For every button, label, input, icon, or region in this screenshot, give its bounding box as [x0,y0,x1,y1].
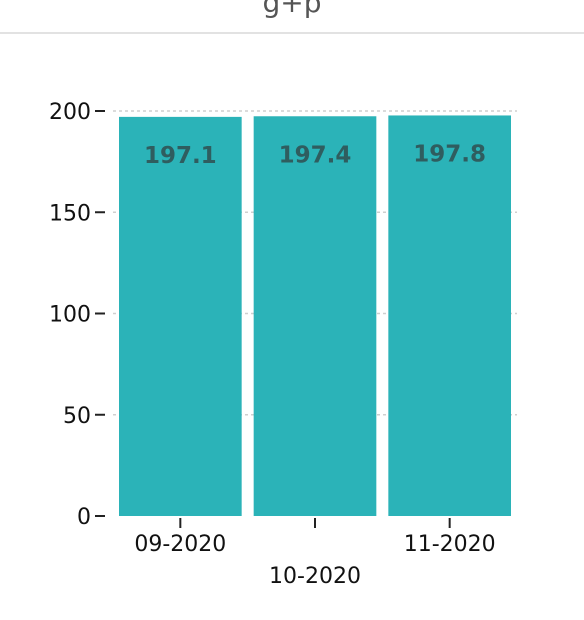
bar-value-label: 197.1 [144,143,217,169]
y-tick-label: 200 [49,100,91,125]
bar-value-label: 197.8 [413,141,486,167]
bar-value-label: 197.4 [279,142,352,168]
y-tick-label: 100 [49,303,91,328]
x-tick-label: 09-2020 [134,532,226,557]
y-tick-label: 50 [63,404,91,429]
bar [253,116,377,516]
bar [119,116,242,516]
x-tick-label: 10-2020 [269,564,361,589]
header-divider [0,32,584,34]
bar [388,115,511,516]
y-tick-label: 150 [49,201,91,226]
chart-title-partial: g+p [262,0,322,19]
x-tick-label: 11-2020 [404,532,496,557]
y-tick-label: 0 [77,505,91,530]
